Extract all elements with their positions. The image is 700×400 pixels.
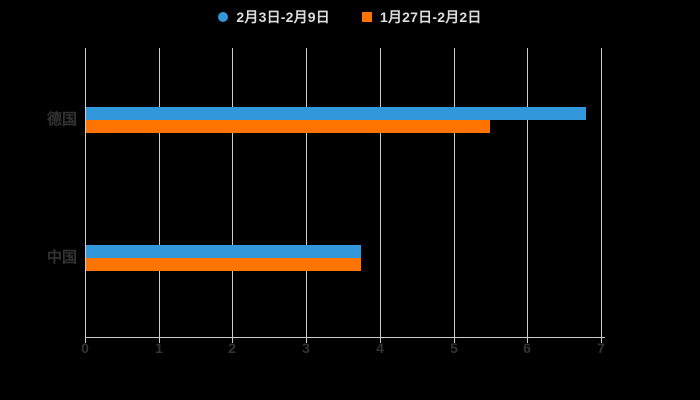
x-axis-line: [85, 337, 605, 338]
x-axis-tick-label: 6: [523, 340, 531, 356]
x-axis-tick: [159, 337, 160, 343]
x-axis-tick: [601, 337, 602, 343]
x-axis-tick-label: 3: [302, 340, 310, 356]
bar-current-week: [86, 107, 586, 120]
gridline: [85, 48, 86, 337]
bar-previous-week: [86, 120, 490, 133]
gridline: [380, 48, 381, 337]
legend-square-marker-icon: [362, 12, 372, 22]
x-axis-tick: [454, 337, 455, 343]
x-axis-tick-label: 2: [228, 340, 236, 356]
legend-item-label: 2月3日-2月9日: [236, 9, 330, 25]
legend-item[interactable]: 2月3日-2月9日: [218, 7, 330, 27]
x-axis-tick-label: 7: [597, 340, 605, 356]
legend: 2月3日-2月9日 1月27日-2月2日: [0, 7, 700, 27]
x-axis-tick-label: 5: [450, 340, 458, 356]
x-axis-tick: [527, 337, 528, 343]
x-axis-tick-label: 1: [155, 340, 163, 356]
gridline: [306, 48, 307, 337]
bar-current-week: [86, 245, 361, 258]
x-axis-tick: [380, 337, 381, 343]
gridline: [454, 48, 455, 337]
category-label: 中国: [46, 249, 77, 266]
x-axis-tick: [85, 337, 86, 343]
legend-item[interactable]: 1月27日-2月2日: [362, 7, 482, 27]
x-axis-tick-label: 0: [81, 340, 89, 356]
category-label: 德国: [46, 111, 77, 128]
gridline: [527, 48, 528, 337]
x-axis-tick: [232, 337, 233, 343]
gridline: [159, 48, 160, 337]
legend-circle-marker-icon: [218, 12, 229, 22]
gridline: [601, 48, 602, 337]
bar-previous-week: [86, 258, 361, 271]
gridline: [232, 48, 233, 337]
legend-item-label: 1月27日-2月2日: [380, 9, 482, 25]
x-axis-tick: [306, 337, 307, 343]
x-axis-tick-label: 4: [376, 340, 384, 356]
